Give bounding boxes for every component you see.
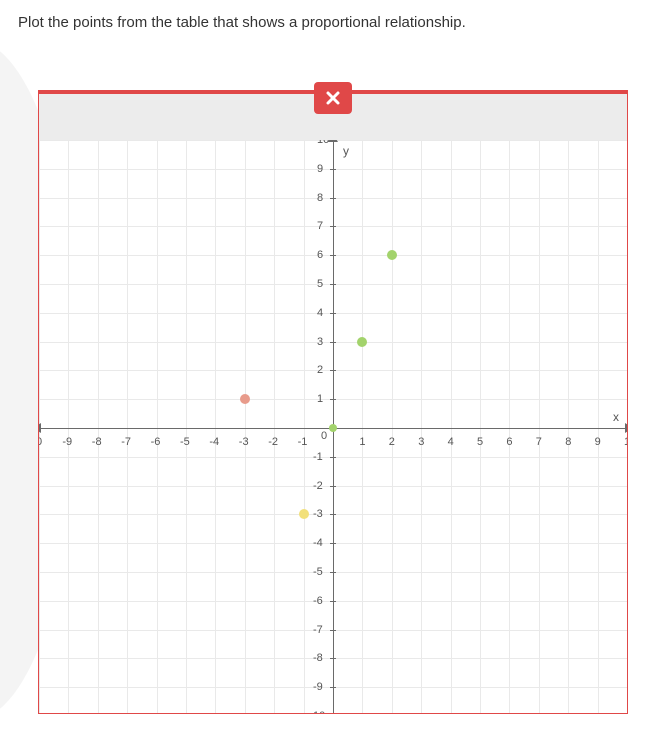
y-tick xyxy=(330,687,336,688)
y-tick-label: 9 xyxy=(317,163,323,175)
y-axis-title: y xyxy=(343,144,349,158)
y-tick xyxy=(330,370,336,371)
y-tick-label: -9 xyxy=(313,681,323,693)
graph-panel: 10-9-8-7-6-5-4-3-2-1123456789100-9-8-7-6… xyxy=(38,90,628,714)
y-tick-label: 10 xyxy=(313,710,325,713)
y-tick-label: 6 xyxy=(317,249,323,261)
plotted-point[interactable] xyxy=(357,337,367,347)
y-tick xyxy=(330,572,336,573)
x-tick-label: 8 xyxy=(565,436,571,448)
coordinate-plane[interactable]: 10-9-8-7-6-5-4-3-2-1123456789100-9-8-7-6… xyxy=(39,140,627,713)
panel-header xyxy=(39,94,627,140)
origin-label: 0 xyxy=(321,430,327,442)
x-tick-label: 3 xyxy=(418,436,424,448)
y-tick-label: -6 xyxy=(313,595,323,607)
y-tick-label: -2 xyxy=(313,480,323,492)
x-tick-label: -3 xyxy=(239,436,249,448)
y-tick xyxy=(330,342,336,343)
plotted-point[interactable] xyxy=(299,509,309,519)
x-tick-label: -8 xyxy=(92,436,102,448)
y-tick-label: 7 xyxy=(317,220,323,232)
x-tick-label: -6 xyxy=(151,436,161,448)
incorrect-badge xyxy=(314,82,352,114)
x-tick-label: -5 xyxy=(180,436,190,448)
x-tick-label: 1 xyxy=(624,436,627,448)
y-tick-label: -3 xyxy=(313,508,323,520)
y-tick-label: 5 xyxy=(317,278,323,290)
y-tick xyxy=(330,658,336,659)
y-tick-label: -1 xyxy=(313,451,323,463)
y-tick-label: 10 xyxy=(317,140,329,146)
close-icon xyxy=(325,90,341,106)
x-tick-label: -1 xyxy=(298,436,308,448)
y-tick xyxy=(330,313,336,314)
axis-arrow xyxy=(39,423,41,433)
x-tick-label: 1 xyxy=(359,436,365,448)
y-tick-label: 8 xyxy=(317,192,323,204)
x-tick-label: 2 xyxy=(389,436,395,448)
x-tick-label: 6 xyxy=(506,436,512,448)
y-tick-label: -4 xyxy=(313,537,323,549)
y-tick xyxy=(330,514,336,515)
x-tick-label: 4 xyxy=(448,436,454,448)
x-tick-label: -7 xyxy=(121,436,131,448)
y-tick xyxy=(330,399,336,400)
y-tick xyxy=(330,226,336,227)
plotted-point[interactable] xyxy=(240,394,250,404)
question-text: Plot the points from the table that show… xyxy=(18,14,466,31)
x-tick-label: 9 xyxy=(595,436,601,448)
y-tick xyxy=(330,486,336,487)
axis-arrow xyxy=(625,423,627,433)
x-tick-label: 7 xyxy=(536,436,542,448)
y-tick-label: 4 xyxy=(317,307,323,319)
y-tick xyxy=(330,457,336,458)
y-tick xyxy=(330,543,336,544)
y-tick-label: 3 xyxy=(317,336,323,348)
y-tick xyxy=(330,198,336,199)
y-tick-label: -8 xyxy=(313,652,323,664)
y-tick-label: -7 xyxy=(313,624,323,636)
y-tick xyxy=(330,169,336,170)
y-tick-label: -5 xyxy=(313,566,323,578)
plotted-point[interactable] xyxy=(329,424,337,432)
plotted-point[interactable] xyxy=(387,250,397,260)
x-tick-label: 0 xyxy=(39,436,42,448)
y-tick xyxy=(330,630,336,631)
y-tick-label: 1 xyxy=(317,393,323,405)
y-tick-label: 2 xyxy=(317,364,323,376)
y-tick xyxy=(330,284,336,285)
x-tick-label: -9 xyxy=(62,436,72,448)
x-axis-title: x xyxy=(613,410,619,424)
x-tick-label: 5 xyxy=(477,436,483,448)
x-tick-label: -2 xyxy=(268,436,278,448)
y-tick xyxy=(330,140,336,141)
x-tick-label: -4 xyxy=(209,436,219,448)
y-tick xyxy=(330,255,336,256)
y-tick xyxy=(330,601,336,602)
